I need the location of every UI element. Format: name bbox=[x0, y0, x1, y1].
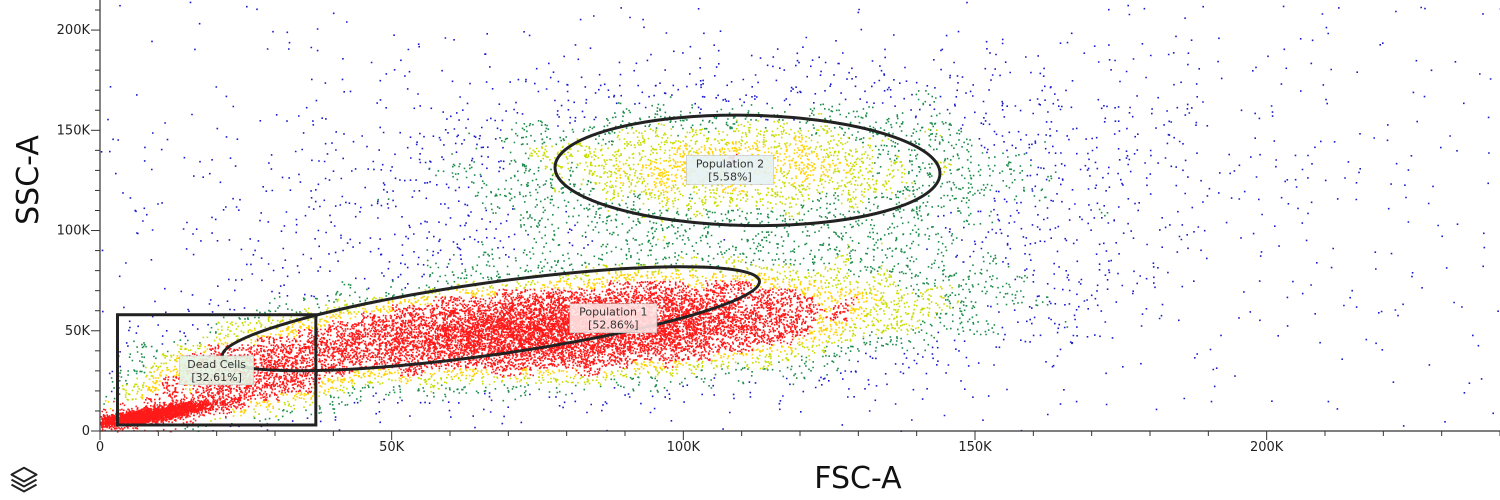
gate-outline-population-2[interactable] bbox=[553, 112, 942, 229]
layers-button[interactable] bbox=[6, 462, 42, 496]
gate-percent-dead-cells: [32.61%] bbox=[191, 371, 242, 384]
density-dots-level-3 bbox=[104, 136, 882, 417]
gate-name-population-2: Population 2 bbox=[696, 157, 764, 170]
y-tick-label: 50K bbox=[65, 324, 91, 339]
y-tick-label: 150K bbox=[57, 123, 91, 138]
x-tick-label: 50K bbox=[379, 440, 405, 455]
gate-label-bg-population-2 bbox=[686, 155, 774, 185]
x-tick-label: 200K bbox=[1250, 440, 1284, 455]
gate-dead-cells[interactable]: Dead Cells[32.61%] bbox=[116, 313, 318, 427]
gate-label-bg-dead-cells bbox=[179, 355, 254, 386]
gate-name-dead-cells: Dead Cells bbox=[187, 358, 246, 371]
x-axis-title: FSC-A bbox=[814, 461, 902, 496]
y-axis-title: SSC-A bbox=[11, 135, 46, 225]
gate-population-1[interactable]: Population 1[52.86%] bbox=[217, 245, 764, 392]
density-dots-level-0 bbox=[100, 1, 1500, 432]
gate-population-2[interactable]: Population 2[5.58%] bbox=[553, 112, 942, 229]
x-tick-label: 150K bbox=[958, 440, 992, 455]
gates[interactable]: Population 1[52.86%] Population 2[5.58%] D… bbox=[116, 112, 942, 427]
y-tick-label: 200K bbox=[57, 23, 91, 38]
gate-percent-population-1: [52.86%] bbox=[588, 319, 639, 332]
y-tick-label: 100K bbox=[57, 224, 91, 239]
axes: 0 50K 100K 150K 200K 0 50K 100K 150K 200K bbox=[57, 0, 1500, 455]
event-dots bbox=[100, 1, 1500, 433]
x-tick-label: 100K bbox=[667, 440, 701, 455]
gate-percent-population-2: [5.58%] bbox=[708, 170, 752, 183]
layers-icon bbox=[10, 466, 38, 493]
y-tick-label: 0 bbox=[82, 424, 90, 439]
gate-outline-dead-cells[interactable] bbox=[116, 313, 318, 427]
x-tick-label: 0 bbox=[96, 440, 104, 455]
density-dots-level-4 bbox=[100, 153, 858, 433]
gate-name-population-1: Population 1 bbox=[579, 306, 647, 319]
gate-label-bg-population-1 bbox=[569, 303, 658, 334]
density-dots-level-1 bbox=[103, 90, 1109, 432]
